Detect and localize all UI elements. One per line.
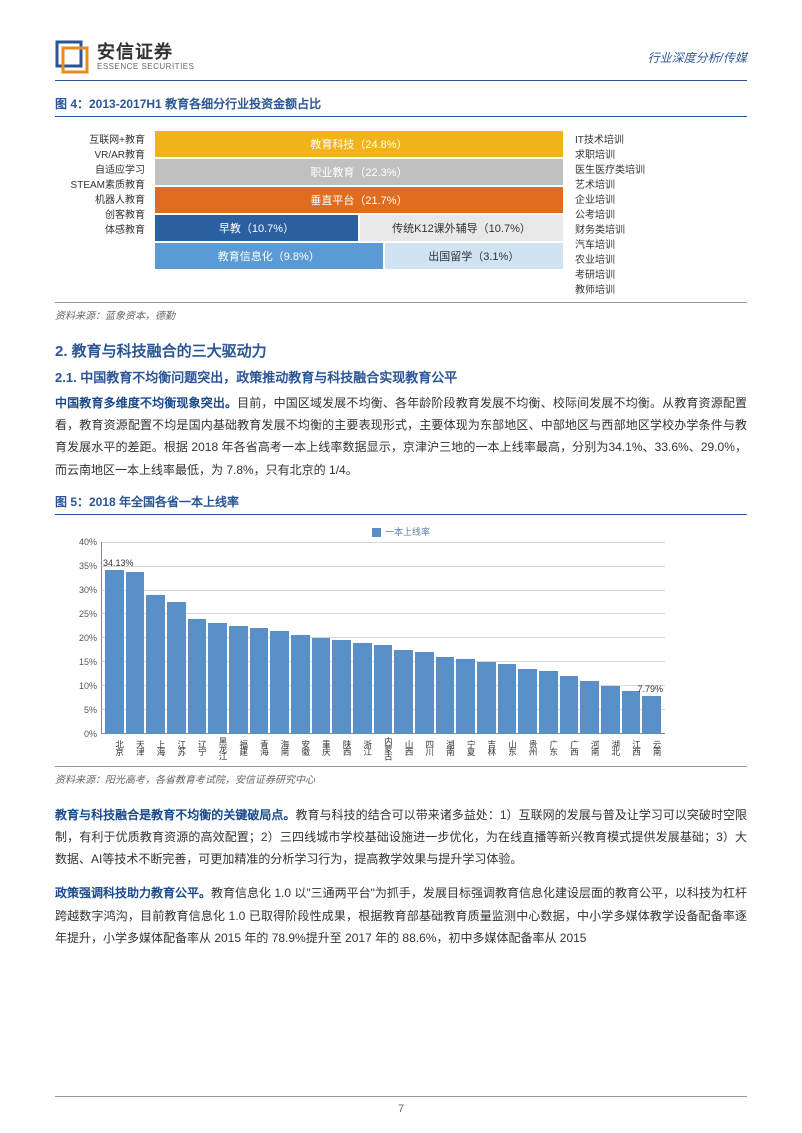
fig5-xlabel: 上海 — [146, 734, 165, 762]
fig5-bar — [229, 626, 248, 734]
para3: 政策强调科技助力教育公平。教育信息化 1.0 以"三通两平台"为抓手，发展目标强… — [55, 882, 747, 949]
fig5-xlabel: 广东 — [539, 734, 558, 762]
fig5-bar — [126, 572, 145, 733]
header-category: 行业深度分析/传媒 — [648, 49, 747, 66]
fig5-xlabel: 宁夏 — [456, 734, 475, 762]
fig5-xlabel: 四川 — [415, 734, 434, 762]
fig4-title: 图 4：2013-2017H1 教育各细分行业投资金额占比 — [55, 95, 747, 117]
fig5-xlabel: 江西 — [622, 734, 641, 762]
fig5-xlabel: 河南 — [580, 734, 599, 762]
fig5-bar — [270, 631, 289, 734]
fig4-source: 资料来源：蓝象资本，德勤 — [55, 307, 747, 322]
fig5-xlabel: 浙江 — [353, 734, 372, 762]
fig4-block: 职业教育（22.3%） — [155, 159, 565, 187]
fig5-chart: 北京天津上海江苏辽宁黑龙江福建青海海南安徽重庆陕西浙江内蒙古山西四川湖南宁夏吉林… — [65, 542, 665, 762]
fig5-bar — [642, 696, 661, 733]
fig5-bar — [622, 691, 641, 734]
fig5-xlabel: 江苏 — [167, 734, 186, 762]
fig5-bar — [291, 635, 310, 733]
fig5-xlabel: 湖南 — [436, 734, 455, 762]
fig5-xlabel: 吉林 — [477, 734, 496, 762]
fig4-block: 出国留学（3.1%） — [385, 243, 565, 271]
fig5-xlabel: 贵州 — [518, 734, 537, 762]
fig4-block: 教育信息化（9.8%） — [155, 243, 385, 271]
fig5-xlabel: 陕西 — [332, 734, 351, 762]
fig5-xlabel: 天津 — [126, 734, 145, 762]
fig5-bar — [250, 628, 269, 734]
fig5-bar — [498, 664, 517, 734]
fig5-xlabel: 湖北 — [601, 734, 620, 762]
logo-text-en: ESSENCE SECURITIES — [97, 63, 194, 72]
fig5-title: 图 5：2018 年全国各省一本上线率 — [55, 493, 747, 515]
fig5-bar — [394, 650, 413, 734]
fig5-xlabel: 重庆 — [312, 734, 331, 762]
fig5-bar — [456, 659, 475, 733]
para2-bold: 教育与科技融合是教育不均衡的关键破局点。 — [55, 808, 295, 822]
fig4-block: 教育科技（24.8%） — [155, 131, 565, 159]
fig5-xlabel: 云南 — [642, 734, 661, 762]
fig5-xlabel: 海南 — [270, 734, 289, 762]
fig5-bar — [332, 640, 351, 734]
fig5-xlabel: 青海 — [250, 734, 269, 762]
fig5-bar — [353, 643, 372, 734]
logo-text-cn: 安信证券 — [97, 43, 194, 63]
fig5-xlabel: 福建 — [229, 734, 248, 762]
fig4-block: 垂直平台（21.7%） — [155, 187, 565, 215]
fig5-legend: 一本上线率 — [55, 521, 747, 542]
page-header: 安信证券 ESSENCE SECURITIES 行业深度分析/传媒 — [55, 40, 747, 81]
fig5-bar — [312, 638, 331, 734]
fig5-bar — [146, 595, 165, 734]
para2: 教育与科技融合是教育不均衡的关键破局点。教育与科技的结合可以带来诸多益处：1）互… — [55, 804, 747, 871]
fig5-source: 资料来源：阳光高考，各省教育考试院，安信证券研究中心 — [55, 771, 747, 786]
fig5-xlabel: 山东 — [498, 734, 517, 762]
fig5-bar — [415, 652, 434, 734]
para3-bold: 政策强调科技助力教育公平。 — [55, 886, 211, 900]
fig5-bar — [105, 570, 124, 734]
page-number: 7 — [55, 1096, 747, 1115]
fig5-bar — [560, 676, 579, 734]
logo-icon — [55, 40, 89, 74]
fig5-xlabel: 安徽 — [291, 734, 310, 762]
fig5-bar — [436, 657, 455, 734]
fig5-bar — [208, 623, 227, 733]
fig4-left-labels: 互联网+教育VR/AR教育自适应学习STEAM素质教育机器人教育创客教育体感教育 — [55, 131, 145, 238]
fig5-xlabel: 内蒙古 — [374, 734, 393, 762]
fig4-right-labels: IT技术培训求职培训医生医疗类培训艺术培训企业培训公考培训财务类培训汽车培训农业… — [575, 131, 665, 298]
p1-bold: 中国教育多维度不均衡现象突出。 — [55, 396, 237, 410]
fig4-chart: 互联网+教育VR/AR教育自适应学习STEAM素质教育机器人教育创客教育体感教育… — [55, 123, 747, 303]
logo-area: 安信证券 ESSENCE SECURITIES — [55, 40, 194, 74]
fig4-block: 早教（10.7%） — [155, 215, 360, 243]
fig5-xlabel: 辽宁 — [188, 734, 207, 762]
fig5-xlabel: 广西 — [560, 734, 579, 762]
fig5-area: 一本上线率 北京天津上海江苏辽宁黑龙江福建青海海南安徽重庆陕西浙江内蒙古山西四川… — [55, 521, 747, 767]
fig5-xlabel: 黑龙江 — [208, 734, 227, 762]
fig5-bar — [580, 681, 599, 734]
fig5-xlabel: 山西 — [394, 734, 413, 762]
fig5-bar — [601, 686, 620, 734]
fig5-bar — [539, 671, 558, 733]
section2-h3: 2.1. 中国教育不均衡问题突出，政策推动教育与科技融合实现教育公平 — [55, 367, 747, 386]
fig5-bar — [374, 645, 393, 734]
fig5-bar — [188, 619, 207, 734]
fig5-bar — [167, 602, 186, 734]
fig5-bar — [518, 669, 537, 734]
section2-h2: 2. 教育与科技融合的三大驱动力 — [55, 340, 747, 361]
fig5-bar — [477, 662, 496, 734]
section2-p1: 中国教育多维度不均衡现象突出。目前，中国区域发展不均衡、各年龄阶段教育发展不均衡… — [55, 392, 747, 481]
fig4-blocks: 教育科技（24.8%）职业教育（22.3%）垂直平台（21.7%）早教（10.7… — [155, 131, 565, 271]
fig5-xlabel: 北京 — [105, 734, 124, 762]
fig4-block: 传统K12课外辅导（10.7%） — [360, 215, 565, 243]
